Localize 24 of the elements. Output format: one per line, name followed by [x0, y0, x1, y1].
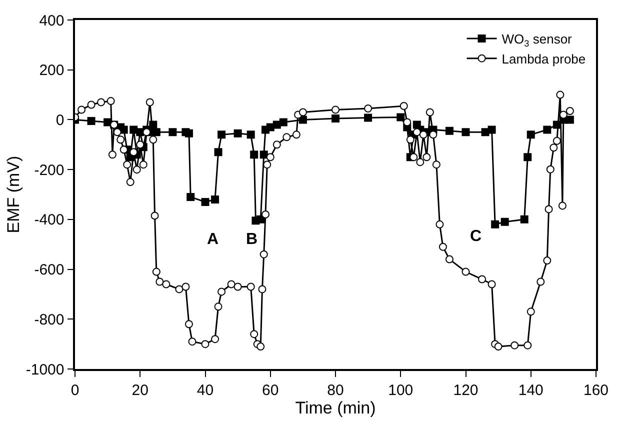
x-tick-label: 0 [70, 382, 80, 399]
y-tick-label: 200 [39, 62, 64, 80]
legend-label: Lambda probe [502, 51, 586, 66]
x-tick-label: 120 [453, 382, 478, 399]
x-tick-label: 160 [583, 382, 609, 399]
annotation: C [470, 228, 482, 245]
annotation: A [207, 231, 219, 248]
y-axis-title: EMF (mV) [4, 156, 23, 234]
x-tick-label: 20 [132, 382, 148, 399]
y-tick-label: 400 [39, 12, 64, 30]
y-tick-label: -200 [34, 162, 64, 179]
y-tick-label: 0 [56, 112, 64, 129]
y-tick-label: -400 [34, 212, 64, 229]
x-tick-label: 60 [262, 382, 279, 399]
y-tick-label: -1000 [26, 361, 64, 378]
annotation: B [246, 231, 258, 248]
x-tick-label: 80 [327, 382, 344, 399]
legend-label: WO$_{3}$ sensor [502, 32, 573, 48]
x-axis-title: Time (min) [295, 398, 376, 418]
y-tick-label: -600 [34, 262, 64, 279]
x-tick-label: 140 [518, 382, 544, 399]
x-tick-label: 40 [196, 382, 214, 399]
x-tick-label: 100 [388, 382, 414, 399]
y-tick-label: -800 [34, 311, 64, 328]
